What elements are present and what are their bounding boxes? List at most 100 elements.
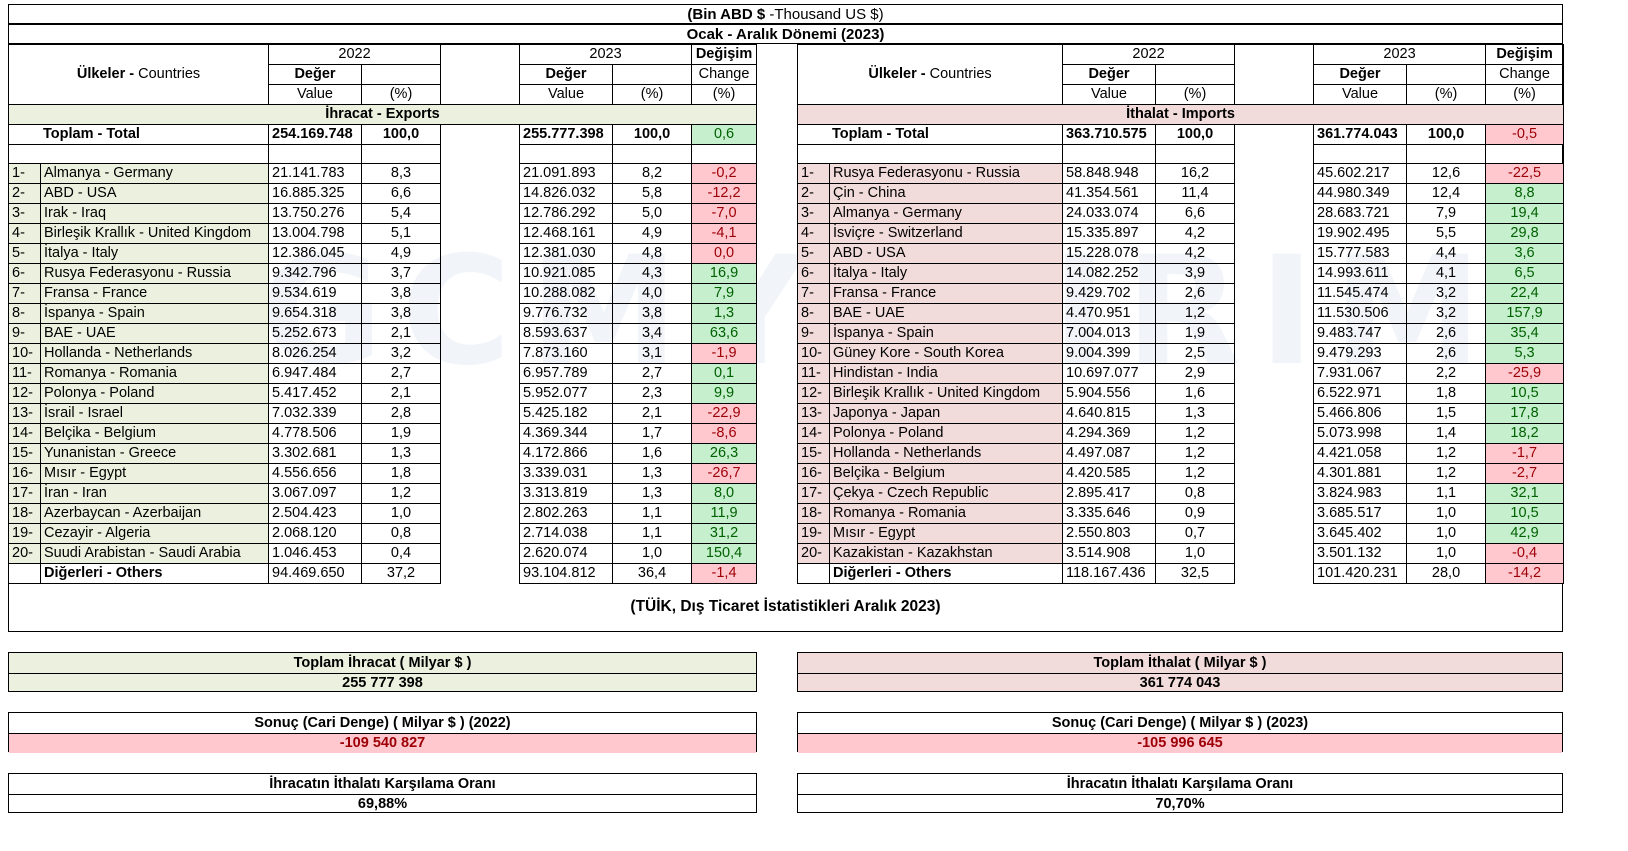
rank-cell: 15-: [8, 443, 41, 464]
coverage-right-value: 70,70%: [1155, 796, 1205, 812]
value-2022-cell: 4.294.369: [1062, 423, 1156, 444]
table-row: 7- Fransa - France 9.429.702 2,6 11.545.474 3…: [797, 283, 1565, 304]
total-value-2023: 361.774.043: [1313, 124, 1408, 145]
rank-cell: 20-: [797, 543, 830, 564]
change-cell: 5,3: [1485, 343, 1565, 364]
pct-2023-cell: 4,0: [612, 283, 693, 304]
countries-header: Ülkeler - Countries: [797, 44, 1063, 105]
value-2023-cell: 2.714.038: [519, 523, 614, 544]
value-2023-cell: 11.530.506: [1313, 303, 1408, 324]
country-cell: Birleşik Krallık - United Kingdom: [40, 223, 269, 244]
pct-2023-cell: 5,5: [1406, 223, 1487, 244]
table-row: 18- Romanya - Romania 3.335.646 0,9 3.685.51…: [797, 503, 1565, 524]
spacer: [1235, 444, 1314, 464]
others-label: Diğerleri - Others: [829, 563, 1063, 584]
spacer: [1235, 324, 1314, 344]
country-cell: Rusya Federasyonu - Russia: [40, 263, 269, 284]
rank-cell: 10-: [797, 343, 830, 364]
change-cell: 35,4: [1485, 323, 1565, 344]
spacer: [1235, 125, 1314, 145]
value-header: Value: [268, 84, 362, 105]
table-row: 16- Belçika - Belgium 4.420.585 1,2 4.301.88…: [797, 463, 1565, 484]
countries-header-rest: Countries: [138, 66, 201, 82]
table-row: 15- Yunanistan - Greece 3.302.681 1,3 4.172.…: [8, 443, 758, 464]
change-cell: -8,6: [691, 423, 758, 444]
pct-2022-cell: 1,3: [360, 443, 442, 464]
rank-cell: 14-: [797, 423, 830, 444]
table-row: 17- Çekya - Czech Republic 2.895.417 0,8 3.8…: [797, 483, 1565, 504]
rank-cell: 19-: [8, 523, 41, 544]
total-exports-label: Toplam İhracat ( Milyar $ ): [9, 653, 756, 674]
value-2023-cell: 5.952.077: [519, 383, 614, 404]
rank-cell: 4-: [797, 223, 830, 244]
spacer: [441, 404, 520, 424]
source-note: (TÜİK, Dış Ticaret İstatistikleri Aralık…: [630, 598, 941, 615]
table-row: 11- Hindistan - India 10.697.077 2,9 7.931.0…: [797, 363, 1565, 384]
value-2023-cell: 4.172.866: [519, 443, 614, 464]
value-2023-cell: 12.468.161: [519, 223, 614, 244]
pct-2022-cell: 0,4: [360, 543, 442, 564]
spacer: [441, 244, 520, 264]
pct-2022-cell: 1,9: [1154, 323, 1236, 344]
blank-cell: [1154, 144, 1236, 164]
pct-2023-cell: 1,3: [612, 483, 693, 504]
value-header: Value: [1313, 84, 1408, 105]
table-row: 12- Polonya - Poland 5.417.452 2,1 5.952.077…: [8, 383, 758, 404]
value-2023-cell: 4.421.058: [1313, 443, 1408, 464]
pct-header: (%): [612, 84, 693, 105]
spacer: [441, 444, 520, 464]
spacer: [1235, 344, 1314, 364]
pct-2022-cell: 1,2: [1154, 463, 1236, 484]
pct-2023-cell: 1,6: [612, 443, 693, 464]
value-2023-cell: 21.091.893: [519, 163, 614, 184]
value-2022-cell: 24.033.074: [1062, 203, 1156, 224]
rank-cell: 2-: [797, 183, 830, 204]
balance-2023-box: Sonuç (Cari Denge) ( Milyar $ ) (2023) -…: [797, 712, 1563, 753]
change-cell: -0,4: [1485, 543, 1565, 564]
blank-cell: [360, 144, 442, 164]
pct-2022-cell: 0,9: [1154, 503, 1236, 524]
value-2022-cell: 10.697.077: [1062, 363, 1156, 384]
value-2022-cell: 5.417.452: [268, 383, 362, 404]
value-2023-cell: 45.602.217: [1313, 163, 1408, 184]
pct-2022-cell: 3,2: [360, 343, 442, 364]
table-row: 10- Hollanda - Netherlands 8.026.254 3,2 7.8…: [8, 343, 758, 364]
rank-cell: 17-: [8, 483, 41, 504]
value-2022-cell: 5.904.556: [1062, 383, 1156, 404]
blank-row: [797, 144, 1565, 164]
country-cell: Belçika - Belgium: [40, 423, 269, 444]
value-2023-cell: 12.786.292: [519, 203, 614, 224]
spacer: [441, 364, 520, 384]
balance-2022-value: -109 540 827: [9, 734, 756, 753]
spacer: [1235, 204, 1314, 224]
rank-cell: 6-: [8, 263, 41, 284]
pct-2022-cell: 3,8: [360, 283, 442, 304]
spacer: [441, 544, 520, 564]
value-2022-cell: 4.778.506: [268, 423, 362, 444]
blank-cell: [612, 144, 693, 164]
rank-cell: 2-: [8, 183, 41, 204]
rank-cell: 10-: [8, 343, 41, 364]
change-cell: 150,4: [691, 543, 758, 564]
table-row: 2- Çin - China 41.354.561 11,4 44.980.349 12,…: [797, 183, 1565, 204]
table-row: 6- Rusya Federasyonu - Russia 9.342.796 3,7…: [8, 263, 758, 284]
value-2022-cell: 9.342.796: [268, 263, 362, 284]
value-2023-cell: 14.993.611: [1313, 263, 1408, 284]
total-row: Toplam - Total 254.169.748 100,0 255.777.39…: [8, 124, 758, 145]
rank-cell: 11-: [797, 363, 830, 384]
value-2023-cell: 6.522.971: [1313, 383, 1408, 404]
empty-header: [612, 64, 693, 85]
value-2022-cell: 1.046.453: [268, 543, 362, 564]
change-cell: -22,9: [691, 403, 758, 424]
spacer: [440, 44, 520, 65]
value-2023-cell: 5.425.182: [519, 403, 614, 424]
pct-2023-cell: 3,2: [1406, 303, 1487, 324]
spacer: [441, 264, 520, 284]
total-exports-value: 255 777 398: [342, 675, 423, 691]
spacer: [1235, 404, 1314, 424]
blank-cell: [1485, 144, 1565, 164]
pct-2023-cell: 4,9: [612, 223, 693, 244]
change-cell: 157,9: [1485, 303, 1565, 324]
others-row: Diğerleri - Others 94.469.650 37,2 93.104.8…: [8, 563, 758, 584]
pct-2022-cell: 1,8: [360, 463, 442, 484]
